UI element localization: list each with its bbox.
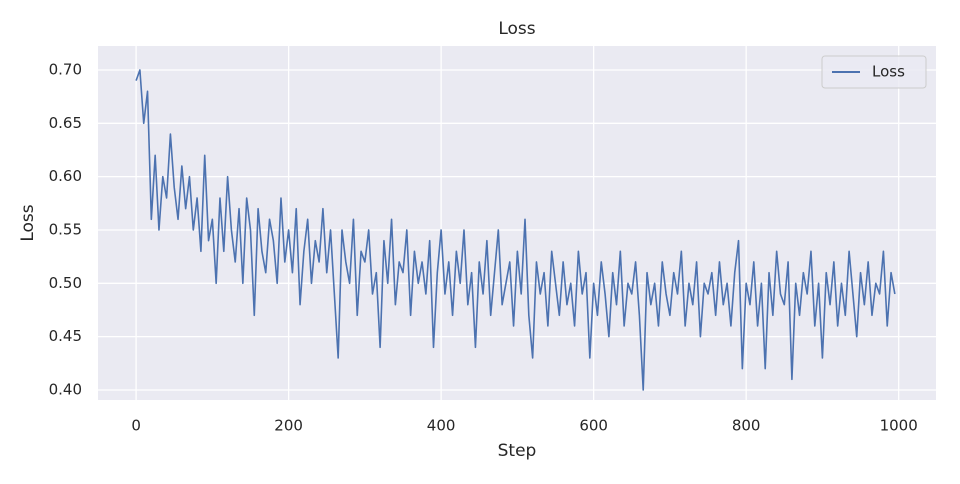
loss-line [135,69,896,391]
x-tick-label: 200 [274,417,303,435]
x-tick-label: 400 [427,417,456,435]
chart-title: Loss [498,19,535,39]
y-tick-label: 0.65 [49,114,82,132]
y-axis-label: Loss [18,204,38,241]
x-tick-label: 1000 [880,417,918,435]
x-tick-label: 800 [732,417,761,435]
y-tick-label: 0.70 [49,60,82,78]
y-tick-label: 0.50 [49,274,82,292]
y-tick-label: 0.55 [49,220,82,238]
y-tick-label: 0.45 [49,327,82,345]
legend-label: Loss [872,63,905,81]
plot-area [98,46,936,400]
x-axis-label: Step [498,441,537,461]
x-tick-label: 0 [131,417,141,435]
x-tick-label: 600 [579,417,608,435]
y-tick-label: 0.40 [49,380,82,398]
y-tick-label: 0.60 [49,167,82,185]
legend-box [821,55,927,89]
